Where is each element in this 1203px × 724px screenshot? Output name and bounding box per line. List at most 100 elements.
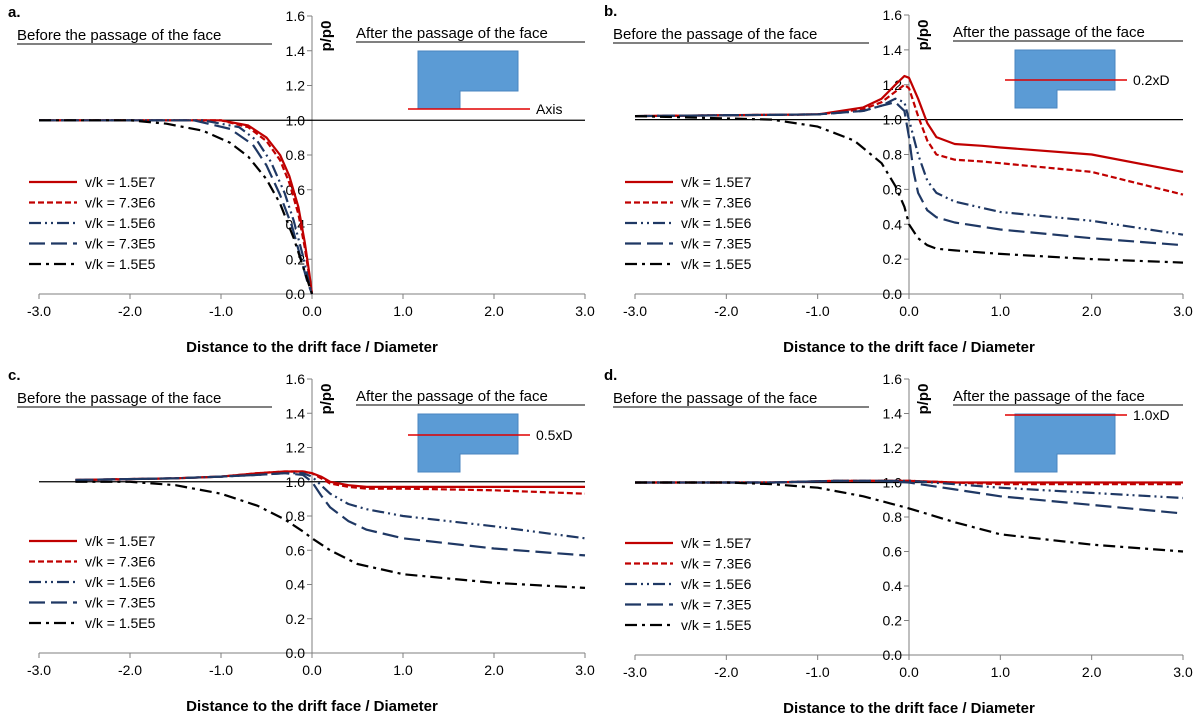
x-tick-label: 3.0 [575, 662, 595, 678]
legend-label: v/k = 1.5E5 [681, 617, 752, 633]
x-tick-label: -1.0 [806, 303, 830, 319]
drift-section-inset [417, 50, 519, 110]
x-tick-label: 1.0 [393, 662, 413, 678]
x-tick-label: 2.0 [484, 662, 504, 678]
x-tick-label: 3.0 [575, 303, 595, 319]
legend-label: v/k = 1.5E7 [681, 535, 752, 551]
panel-label: c. [8, 367, 21, 384]
y-tick-label: 0.4 [883, 578, 903, 594]
y-tick-label: 1.4 [883, 406, 903, 422]
inset-level-label: 0.2xD [1133, 72, 1170, 88]
legend: v/k = 1.5E7 v/k = 7.3E6 v/k = 1.5E6 v/k = 7… [29, 533, 156, 631]
y-tick-label: 1.6 [286, 8, 306, 24]
x-tick-label: -2.0 [118, 303, 142, 319]
legend: v/k = 1.5E7 v/k = 7.3E6 v/k = 1.5E6 v/k = 7… [625, 535, 752, 633]
y-tick-label: 0.2 [883, 613, 903, 629]
x-tick-label: 2.0 [1082, 664, 1102, 680]
legend-label: v/k = 7.3E5 [681, 236, 752, 252]
y-tick-label: 1.4 [286, 43, 306, 59]
y-tick-label: 0.8 [286, 508, 306, 524]
x-tick-label: -3.0 [623, 664, 647, 680]
x-tick-label: 1.0 [393, 303, 413, 319]
x-axis-title: Distance to the drift face / Diameter [783, 339, 1035, 356]
y-axis-title: p/p0 [915, 20, 932, 51]
y-tick-label: 0.4 [286, 577, 306, 593]
panel-label: d. [604, 367, 617, 384]
y-axis-title: p/p0 [318, 21, 335, 52]
x-tick-label: -3.0 [623, 303, 647, 319]
x-tick-label: 0.0 [302, 662, 322, 678]
x-tick-label: 3.0 [1173, 303, 1193, 319]
legend-label: v/k = 1.5E5 [85, 615, 156, 631]
x-tick-label: -1.0 [806, 664, 830, 680]
drift-section-inset [1014, 413, 1116, 473]
y-tick-label: 1.2 [286, 440, 306, 456]
x-tick-label: 0.0 [899, 664, 919, 680]
legend-label: v/k = 7.3E6 [681, 195, 752, 211]
drift-section-inset [417, 413, 519, 473]
y-tick-label: 0.6 [286, 542, 306, 558]
series-line-4 [634, 101, 1184, 247]
series-line-3 [635, 479, 1184, 500]
legend-label: v/k = 1.5E6 [85, 215, 156, 231]
y-axis-title: p/p0 [915, 384, 932, 415]
legend-label: v/k = 1.5E7 [85, 174, 156, 190]
panel-label: a. [8, 4, 21, 21]
legend-label: v/k = 7.3E6 [681, 556, 752, 572]
after-passage-label: After the passage of the face [953, 388, 1145, 405]
x-tick-label: -3.0 [27, 662, 51, 678]
y-tick-label: 1.4 [883, 42, 903, 58]
y-tick-label: 0.0 [286, 286, 306, 302]
y-tick-label: 0.8 [286, 147, 306, 163]
chart-panel-1: a.-3.0 -2.0 -1.0 0.0 1.0 2.0 3.00.00.20.40.60.… [8, 4, 595, 356]
y-axis-title: p/p0 [318, 384, 335, 415]
before-passage-label: Before the passage of the face [613, 26, 817, 43]
y-tick-label: 0.0 [883, 647, 903, 663]
x-tick-label: -3.0 [27, 303, 51, 319]
x-axis-title: Distance to the drift face / Diameter [186, 698, 438, 715]
inset-level-label: 0.5xD [536, 427, 573, 443]
legend-label: v/k = 7.3E5 [681, 597, 752, 613]
inset-level-label: Axis [536, 101, 562, 117]
series-line-4 [635, 479, 1184, 515]
y-tick-label: 0.8 [883, 147, 903, 163]
series-line-5 [75, 480, 586, 589]
series-line-1 [634, 74, 1184, 173]
panel-label: b. [604, 3, 617, 20]
legend-label: v/k = 1.5E6 [681, 576, 752, 592]
y-tick-label: 1.4 [286, 405, 306, 421]
x-tick-label: 3.0 [1173, 664, 1193, 680]
drift-section-inset [1014, 49, 1116, 109]
before-passage-label: Before the passage of the face [613, 390, 817, 407]
after-passage-label: After the passage of the face [356, 25, 548, 42]
series-line-5 [634, 115, 1184, 264]
legend-label: v/k = 1.5E5 [85, 256, 156, 272]
y-tick-label: 1.6 [883, 7, 903, 23]
legend-label: v/k = 1.5E6 [681, 215, 752, 231]
inset-level-label: 1.0xD [1133, 407, 1170, 423]
x-tick-label: 0.0 [899, 303, 919, 319]
y-tick-label: 1.6 [883, 371, 903, 387]
y-tick-label: 0.6 [883, 181, 903, 197]
series-line-3 [75, 472, 586, 540]
y-tick-label: 1.2 [286, 78, 306, 94]
after-passage-label: After the passage of the face [356, 388, 548, 405]
y-tick-label: 0.4 [883, 216, 903, 232]
x-tick-label: 0.0 [302, 303, 322, 319]
legend-label: v/k = 1.5E7 [85, 533, 156, 549]
legend-label: v/k = 7.3E6 [85, 195, 156, 211]
y-tick-label: 1.2 [883, 77, 903, 93]
y-tick-label: 0.6 [883, 544, 903, 560]
y-tick-label: 1.2 [883, 440, 903, 456]
y-tick-label: 0.8 [883, 509, 903, 525]
x-tick-label: 2.0 [1082, 303, 1102, 319]
x-tick-label: 1.0 [991, 664, 1011, 680]
series-line-4 [39, 119, 314, 295]
legend: v/k = 1.5E7 v/k = 7.3E6 v/k = 1.5E6 v/k = 7… [625, 174, 752, 272]
y-tick-label: 1.6 [286, 371, 306, 387]
y-tick-label: 0.2 [286, 611, 306, 627]
legend-label: v/k = 1.5E6 [85, 574, 156, 590]
x-tick-label: -2.0 [714, 664, 738, 680]
x-tick-label: 2.0 [484, 303, 504, 319]
